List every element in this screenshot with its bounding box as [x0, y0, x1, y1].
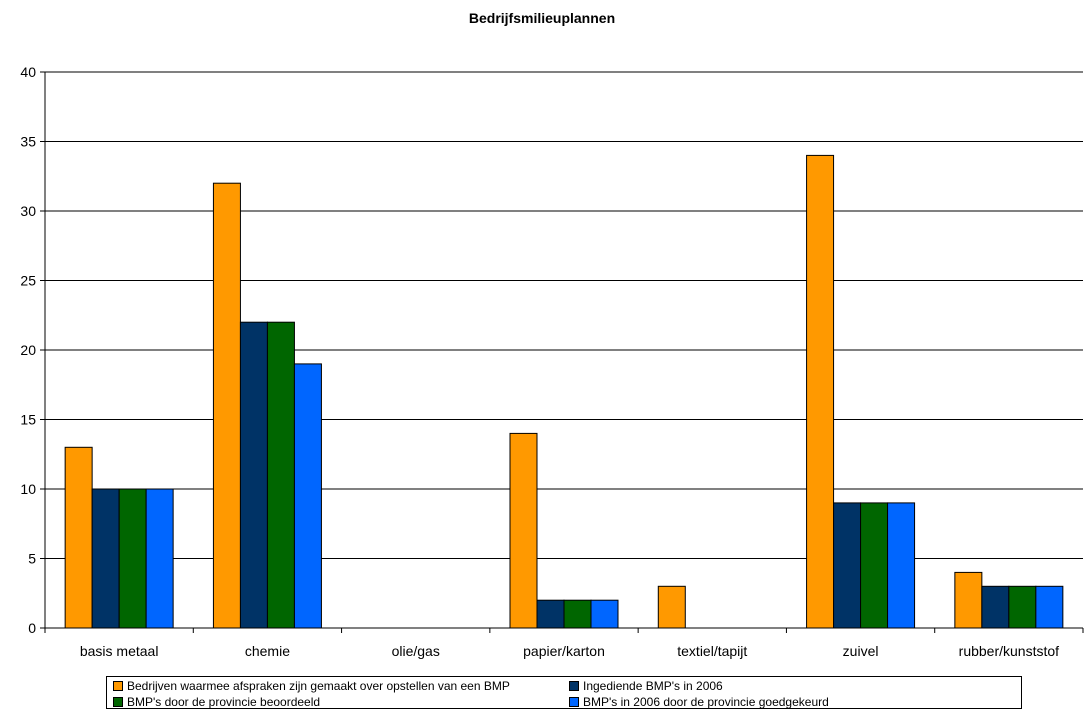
x-tick-label: textiel/tapijt [677, 643, 747, 659]
bars [64, 154, 1064, 629]
legend-label: BMP's in 2006 door de provincie goedgeke… [583, 695, 829, 709]
legend-swatch [113, 697, 123, 707]
axes [44, 72, 1084, 633]
legend-item: BMP's in 2006 door de provincie goedgeke… [569, 695, 829, 709]
bar [293, 363, 322, 629]
bar [1008, 585, 1037, 629]
x-tick-label: chemie [245, 643, 290, 659]
chart-title: Bedrijfsmilieuplannen [468, 10, 616, 26]
x-tick-label: olie/gas [392, 643, 440, 659]
bar [954, 571, 983, 629]
bar [239, 321, 268, 629]
x-tick-label: basis metaal [80, 643, 159, 659]
legend-swatch [569, 697, 579, 707]
legend-swatch [569, 681, 579, 691]
legend-label: Bedrijven waarmee afspraken zijn gemaakt… [127, 679, 510, 693]
bar [981, 585, 1010, 629]
y-tick-label: 15 [20, 412, 36, 428]
bar [118, 488, 147, 629]
legend-swatch [113, 681, 123, 691]
bar [1035, 585, 1064, 629]
bar [536, 599, 565, 629]
x-tick-label: zuivel [843, 643, 879, 659]
x-tick-label: rubber/kunststof [959, 643, 1059, 659]
y-tick-label: 35 [20, 134, 36, 150]
bar [91, 488, 120, 629]
y-tick-label: 40 [20, 64, 36, 80]
x-tick-labels: basis metaal chemie olie/gas papier/karton t… [80, 643, 1059, 659]
legend-label: BMP's door de provincie beoordeeld [127, 695, 321, 709]
bar [860, 502, 889, 629]
bar [657, 585, 686, 629]
legend-item: BMP's door de provincie beoordeeld [113, 695, 320, 709]
bar-chart: 0 5 10 15 20 25 30 35 40 basis metaal chemie olie/… [20, 64, 1084, 659]
bar [887, 502, 916, 629]
bar [806, 154, 835, 629]
bar [64, 446, 93, 629]
bar [509, 432, 538, 629]
bar [145, 488, 174, 629]
y-tick-label: 25 [20, 273, 36, 289]
y-tick-label: 5 [28, 551, 36, 567]
bar [266, 321, 295, 629]
legend-item: Ingediende BMP's in 2006 [569, 679, 723, 693]
y-tick-label: 10 [20, 481, 36, 497]
bar [833, 502, 862, 629]
bar [212, 182, 241, 629]
y-tick-label: 0 [28, 620, 36, 636]
legend-item: Bedrijven waarmee afspraken zijn gemaakt… [113, 679, 510, 693]
legend: Bedrijven waarmee afspraken zijn gemaakt… [106, 676, 1022, 709]
y-tick-label: 20 [20, 342, 36, 358]
bar [590, 599, 619, 629]
gridlines [40, 71, 1083, 629]
legend-label: Ingediende BMP's in 2006 [583, 679, 723, 693]
y-tick-labels: 0 5 10 15 20 25 30 35 40 [20, 64, 36, 636]
bar [563, 599, 592, 629]
x-tick-label: papier/karton [523, 643, 605, 659]
y-tick-label: 30 [20, 203, 36, 219]
